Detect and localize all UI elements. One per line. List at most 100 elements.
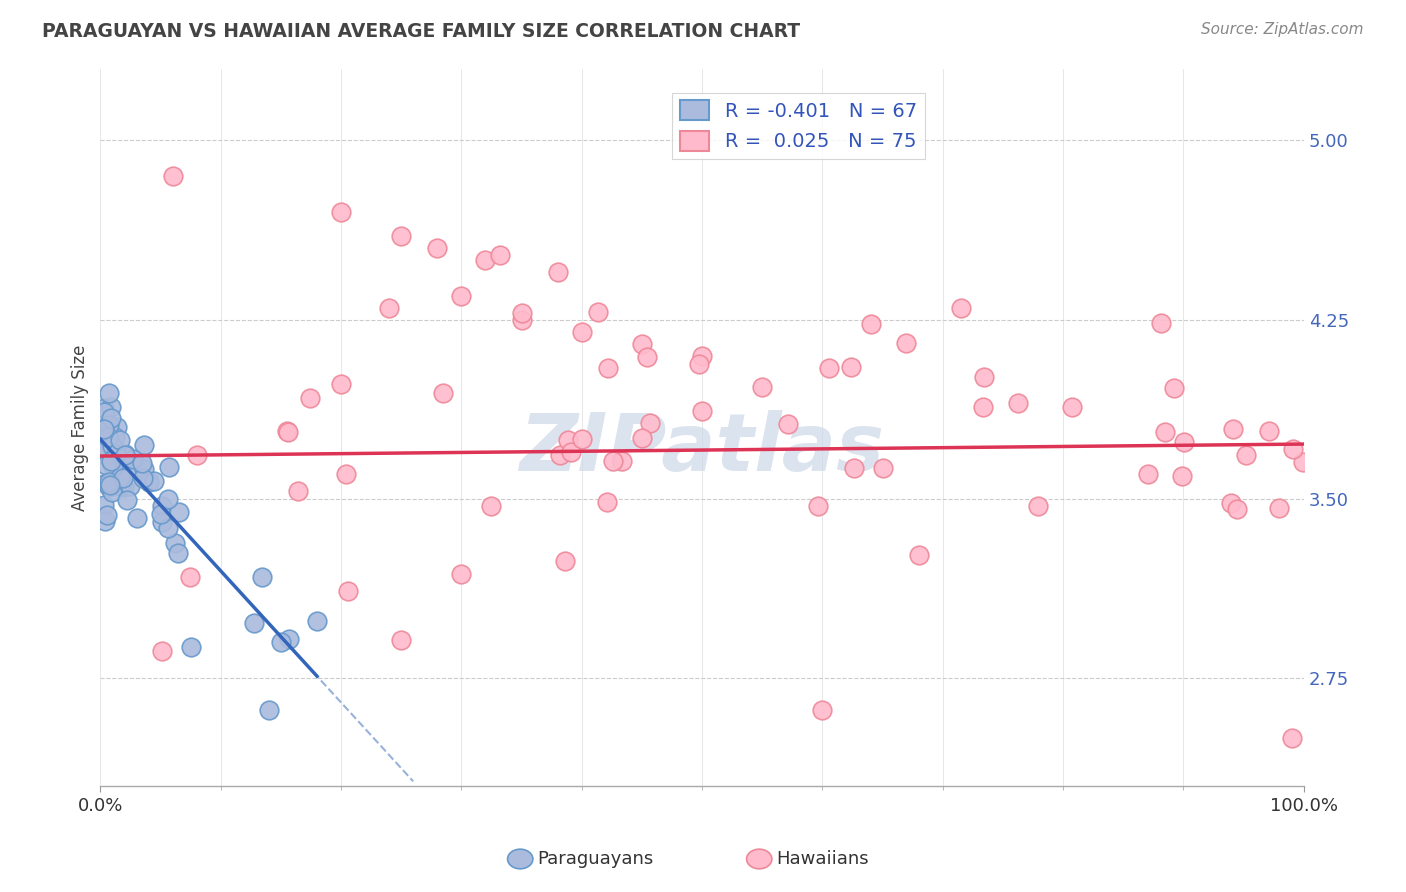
Point	[117, 465, 139, 479]
Point	[114, 447, 136, 461]
Point	[811, 703, 834, 717]
Point	[426, 241, 449, 255]
Point	[817, 360, 839, 375]
Point	[110, 479, 132, 493]
Point	[950, 301, 973, 315]
Point	[276, 424, 298, 438]
Point	[100, 400, 122, 414]
Point	[1281, 731, 1303, 746]
Point	[104, 447, 127, 461]
Point	[156, 521, 179, 535]
Point	[330, 377, 353, 392]
Point	[479, 499, 502, 513]
Point	[93, 401, 115, 415]
Point	[510, 312, 533, 326]
Point	[103, 468, 125, 483]
Point	[110, 470, 132, 484]
Point	[118, 479, 141, 493]
Point	[636, 351, 658, 365]
Point	[907, 548, 929, 562]
Point	[1163, 381, 1185, 395]
Point	[571, 432, 593, 446]
Point	[298, 392, 321, 406]
Text: Source: ZipAtlas.com: Source: ZipAtlas.com	[1201, 22, 1364, 37]
Point	[557, 433, 579, 447]
Point	[257, 703, 280, 717]
Point	[150, 515, 173, 529]
Point	[112, 471, 135, 485]
Point	[807, 500, 830, 514]
Point	[1268, 500, 1291, 515]
Point	[156, 492, 179, 507]
Point	[97, 475, 120, 490]
Point	[1258, 424, 1281, 438]
Text: PARAGUAYAN VS HAWAIIAN AVERAGE FAMILY SIZE CORRELATION CHART: PARAGUAYAN VS HAWAIIAN AVERAGE FAMILY SI…	[42, 22, 800, 41]
Point	[105, 420, 128, 434]
Point	[96, 458, 118, 472]
Point	[839, 360, 862, 375]
Point	[97, 418, 120, 433]
Point	[98, 477, 121, 491]
Point	[101, 479, 124, 493]
Point	[1137, 467, 1160, 482]
Point	[554, 553, 576, 567]
Point	[270, 634, 292, 648]
Point	[1153, 425, 1175, 439]
Point	[335, 467, 357, 482]
Point	[1171, 469, 1194, 483]
Point	[252, 570, 274, 584]
Point	[1219, 496, 1241, 510]
Point	[1026, 499, 1049, 513]
Point	[93, 514, 115, 528]
Point	[122, 452, 145, 467]
Point	[389, 229, 412, 244]
Point	[103, 455, 125, 469]
Point	[596, 495, 619, 509]
Point	[571, 325, 593, 339]
Point	[688, 358, 710, 372]
Point	[1173, 434, 1195, 449]
Point	[474, 252, 496, 267]
Point	[1234, 449, 1257, 463]
Point	[378, 301, 401, 315]
Point	[598, 361, 620, 376]
Point	[132, 461, 155, 475]
Point	[972, 400, 994, 414]
Point	[277, 632, 299, 646]
Point	[336, 583, 359, 598]
Point	[330, 205, 353, 219]
Point	[586, 304, 609, 318]
Point	[489, 247, 512, 261]
Point	[157, 459, 180, 474]
Point	[548, 449, 571, 463]
Point	[100, 455, 122, 469]
Point	[100, 411, 122, 425]
Point	[389, 633, 412, 648]
Text: ZIPatlas: ZIPatlas	[520, 409, 884, 488]
Point	[104, 430, 127, 444]
Y-axis label: Average Family Size: Average Family Size	[72, 344, 89, 510]
Point	[242, 616, 264, 631]
Point	[510, 305, 533, 319]
Point	[93, 422, 115, 436]
Point	[93, 437, 115, 451]
Legend: R = -0.401   N = 67, R =  0.025   N = 75: R = -0.401 N = 67, R = 0.025 N = 75	[672, 93, 925, 159]
Point	[450, 289, 472, 303]
Point	[186, 448, 208, 462]
Point	[167, 505, 190, 519]
Point	[150, 644, 173, 658]
Point	[277, 425, 299, 440]
Point	[287, 484, 309, 499]
Point	[93, 405, 115, 419]
Point	[100, 454, 122, 468]
Point	[305, 615, 328, 629]
Point	[179, 570, 201, 584]
Point	[180, 640, 202, 655]
Point	[610, 454, 633, 468]
Text: Paraguayans: Paraguayans	[537, 850, 654, 868]
Point	[872, 460, 894, 475]
Point	[163, 536, 186, 550]
Point	[98, 480, 121, 494]
Point	[115, 492, 138, 507]
Point	[1222, 422, 1244, 436]
